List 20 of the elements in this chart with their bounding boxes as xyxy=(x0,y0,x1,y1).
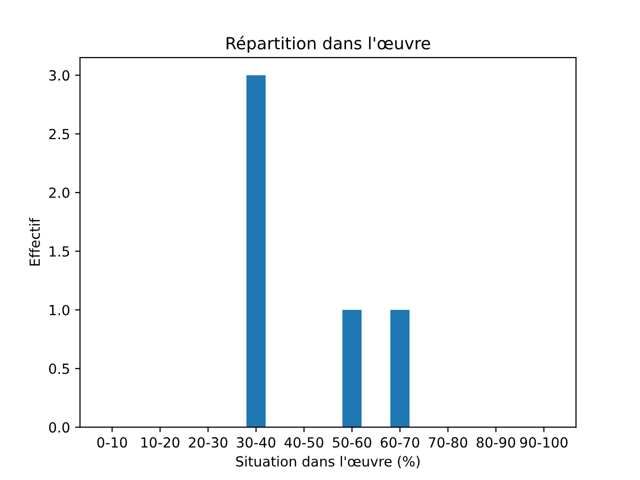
y-tick-label: 2.5 xyxy=(49,128,70,140)
y-axis-title: Effectif xyxy=(29,218,40,266)
y-tick-label: 2.0 xyxy=(49,188,70,198)
x-tick-label: 40-50 xyxy=(284,437,324,448)
y-tick-label: 0.5 xyxy=(49,364,70,374)
y-tick-label: 0.0 xyxy=(49,422,70,433)
x-tick-label: 30-40 xyxy=(236,437,276,448)
x-tick-label: 50-60 xyxy=(332,437,372,448)
y-tick-label: 1.0 xyxy=(50,304,70,316)
x-tick-label: 10-20 xyxy=(141,437,180,448)
x-tick-label: 70-80 xyxy=(428,437,468,448)
x-tick-label: 60-70 xyxy=(380,437,420,448)
y-tick-label: 1.5 xyxy=(50,246,70,257)
x-tick-label: 90-100 xyxy=(520,437,568,448)
y-tick-label: 3.0 xyxy=(49,70,70,81)
x-tick-label: 20-30 xyxy=(188,437,228,448)
x-axis-title: Situation dans l'œuvre (%) xyxy=(236,456,420,468)
chart-title: Répartition dans l'œuvre xyxy=(226,36,430,53)
x-tick-label: 0-10 xyxy=(97,437,127,448)
x-tick-label: 80-90 xyxy=(476,437,516,448)
